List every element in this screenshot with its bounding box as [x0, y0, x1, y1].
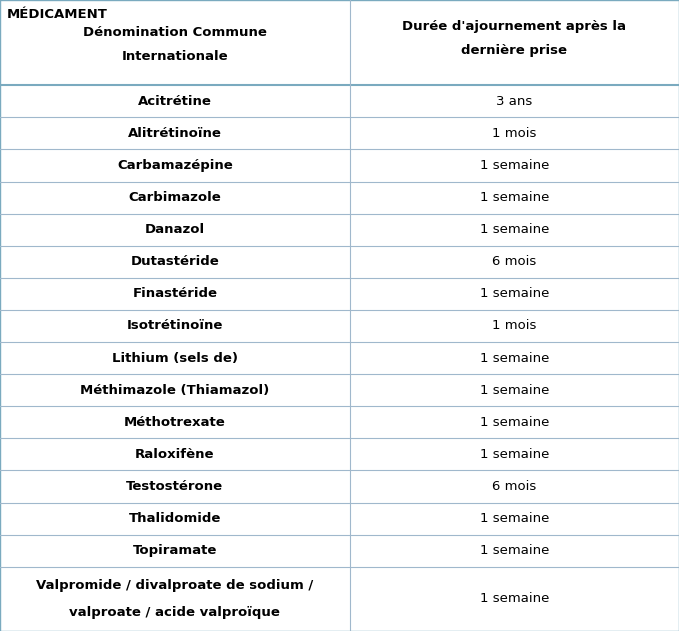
Text: 1 semaine: 1 semaine	[479, 448, 549, 461]
Text: MÉDICAMENT: MÉDICAMENT	[7, 8, 108, 21]
Text: Thalidomide: Thalidomide	[128, 512, 221, 525]
Text: Méthimazole (Thiamazol): Méthimazole (Thiamazol)	[80, 384, 270, 397]
Text: 1 semaine: 1 semaine	[479, 593, 549, 605]
Text: 1 semaine: 1 semaine	[479, 512, 549, 525]
Text: 1 semaine: 1 semaine	[479, 191, 549, 204]
Text: Alitrétinoïne: Alitrétinoïne	[128, 127, 222, 140]
Text: 3 ans: 3 ans	[496, 95, 532, 108]
Text: 1 semaine: 1 semaine	[479, 384, 549, 397]
Text: Méthotrexate: Méthotrexate	[124, 416, 225, 429]
Text: Lithium (sels de): Lithium (sels de)	[112, 351, 238, 365]
Text: 1 semaine: 1 semaine	[479, 416, 549, 429]
Text: 1 semaine: 1 semaine	[479, 159, 549, 172]
Text: 1 semaine: 1 semaine	[479, 351, 549, 365]
Text: 1 mois: 1 mois	[492, 319, 536, 333]
Text: 1 semaine: 1 semaine	[479, 287, 549, 300]
Text: 6 mois: 6 mois	[492, 480, 536, 493]
Text: 1 semaine: 1 semaine	[479, 544, 549, 557]
Text: Dénomination Commune: Dénomination Commune	[83, 27, 267, 39]
Text: Testostérone: Testostérone	[126, 480, 223, 493]
Text: Carbimazole: Carbimazole	[128, 191, 221, 204]
Text: Carbamazépine: Carbamazépine	[117, 159, 233, 172]
Text: Internationale: Internationale	[122, 50, 228, 63]
Text: 1 mois: 1 mois	[492, 127, 536, 140]
Text: dernière prise: dernière prise	[461, 44, 568, 57]
Text: Valpromide / divalproate de sodium /: Valpromide / divalproate de sodium /	[36, 579, 314, 591]
Text: Isotrétinoïne: Isotrétinoïne	[127, 319, 223, 333]
Text: Raloxifène: Raloxifène	[135, 448, 215, 461]
Text: Acitrétine: Acitrétine	[138, 95, 212, 108]
Text: 1 semaine: 1 semaine	[479, 223, 549, 236]
Text: Danazol: Danazol	[145, 223, 205, 236]
Text: Durée d'ajournement après la: Durée d'ajournement après la	[403, 20, 626, 33]
Text: Finastéride: Finastéride	[132, 287, 217, 300]
Text: 6 mois: 6 mois	[492, 256, 536, 268]
Text: valproate / acide valproïque: valproate / acide valproïque	[69, 606, 280, 619]
Text: Dutastéride: Dutastéride	[130, 256, 219, 268]
Text: Topiramate: Topiramate	[132, 544, 217, 557]
